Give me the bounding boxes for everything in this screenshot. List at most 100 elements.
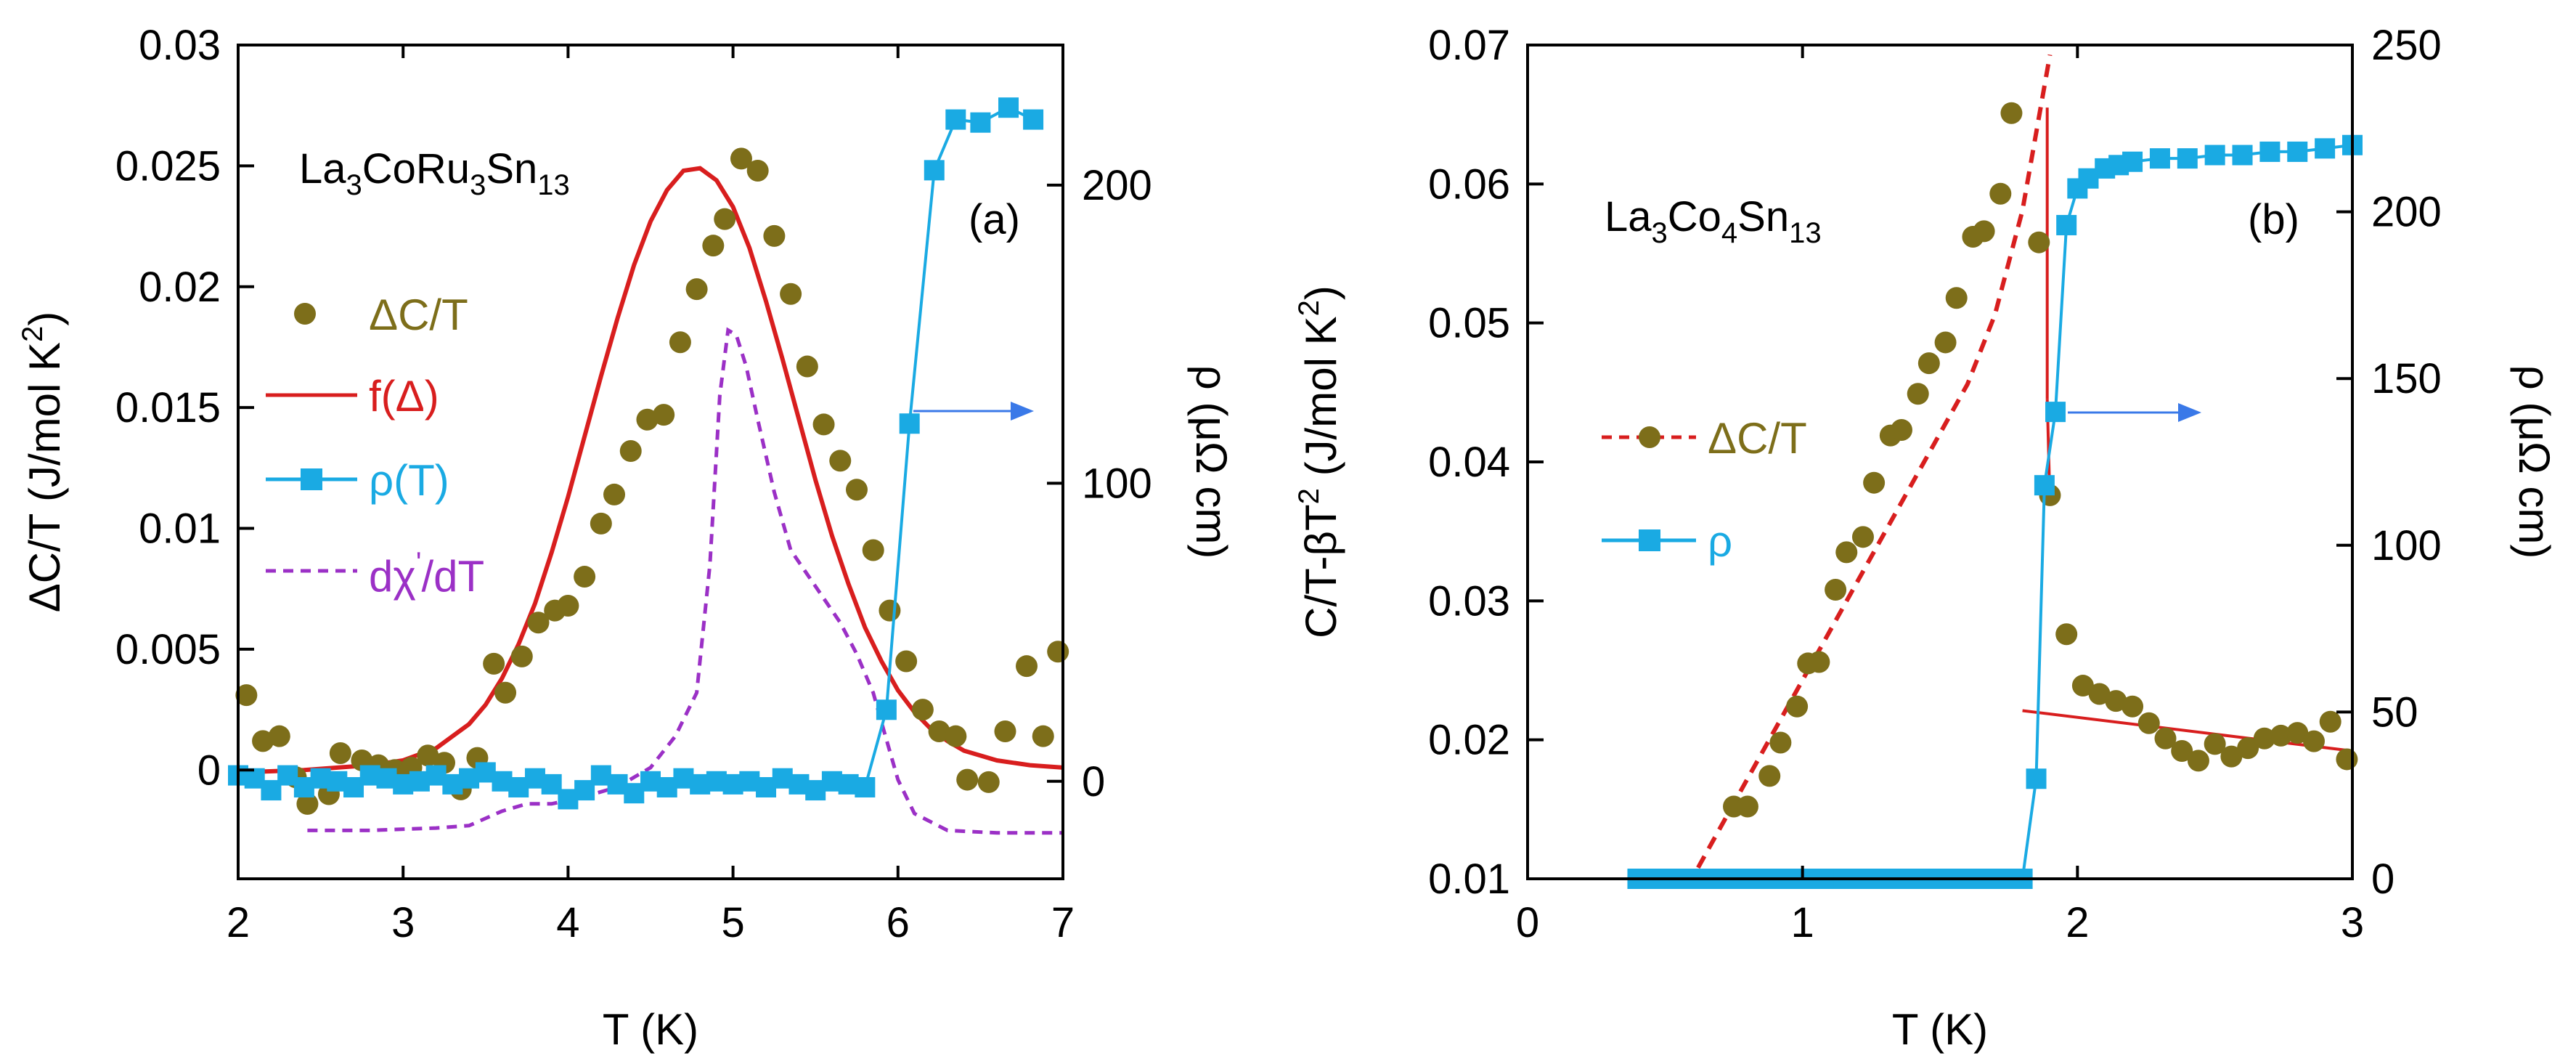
rho-point (2149, 148, 2170, 169)
panel-b-y-right-tick-label: 50 (2371, 689, 2418, 736)
panel-a-x-tick-label: 5 (721, 899, 744, 946)
deltaC-point (1934, 331, 1957, 354)
deltaC-point (2028, 231, 2050, 253)
rho-point (1023, 109, 1044, 130)
panel-a-right-axis-title: ρ (μΩ cm) (1187, 365, 1236, 559)
deltaC-point (928, 720, 950, 743)
deltaC-point (829, 450, 852, 472)
deltaC-point (714, 208, 736, 230)
deltaC-point (1758, 765, 1781, 787)
deltaC-point (2088, 683, 2111, 705)
deltaC-point (2105, 690, 2127, 712)
legend-b-rho-label: ρ (1708, 517, 1732, 566)
panel-a-left-axis-title: ΔC/T (J/mol K2) (17, 312, 69, 613)
rho-point (2034, 475, 2055, 496)
panel-b-sample-label: La3Co4Sn13 (1605, 193, 1822, 249)
rho-point (2177, 148, 2198, 169)
panel-b-x-tick-label: 0 (1516, 899, 1539, 946)
deltaC-point (1047, 641, 1069, 663)
deltaC-point (252, 730, 274, 752)
deltaC-point (763, 224, 786, 247)
deltaC-point (746, 160, 769, 182)
rho-point (2232, 145, 2253, 166)
panel-b-x-tick-label: 1 (1791, 899, 1814, 946)
deltaC-point (2055, 623, 2078, 646)
panel-b-legend: ΔC/T ρ (1602, 414, 1807, 566)
deltaC-point (1808, 651, 1830, 673)
deltaC-point (911, 699, 934, 721)
legend-b-deltaC-label: ΔC/T (1708, 414, 1807, 463)
rho-point (2056, 214, 2077, 235)
panel-b-y-right-tick-label: 100 (2371, 522, 2442, 569)
legend-rho-marker (301, 468, 322, 490)
panel-b-right-axis-title: ρ (μΩ cm) (2510, 365, 2559, 559)
deltaC-point (2154, 727, 2177, 750)
panel-b-y-right-tick-label: 0 (2371, 856, 2394, 903)
deltaC-point (1907, 383, 1929, 405)
deltaC-point (2319, 710, 2341, 733)
deltaC-point (1989, 182, 2012, 205)
rho-point (2287, 141, 2308, 162)
legend-b-rho-marker (1639, 529, 1660, 551)
legend-deltaC-marker (294, 303, 316, 325)
rho-point (2026, 768, 2047, 789)
panel-a-x-tick-label: 6 (886, 899, 910, 946)
deltaC-point (730, 147, 752, 170)
deltaC-point (590, 512, 612, 535)
panel-b-panel-label: (b) (2248, 196, 2299, 243)
deltaC-point (1973, 220, 1995, 243)
deltaC-point (812, 413, 835, 436)
deltaC-point (2187, 750, 2209, 772)
deltaC-point (619, 440, 642, 463)
panel-a-y-left-tick-label: 0.03 (139, 22, 221, 69)
panel-b-y-right-tick-label: 200 (2371, 189, 2442, 236)
panel-a-x-tick-label: 4 (556, 899, 579, 946)
deltaC-point (862, 539, 884, 561)
deltaC-point (636, 408, 659, 431)
deltaC-point (1769, 731, 1792, 754)
deltaC-point (879, 599, 901, 622)
panel-b-y-right-tick-label: 250 (2371, 22, 2442, 69)
rho-point (876, 699, 897, 720)
deltaC-point (653, 404, 675, 426)
deltaC-point (1786, 695, 1809, 718)
rho-point (945, 109, 966, 130)
deltaC-point (510, 645, 533, 667)
deltaC-point (2071, 675, 2094, 697)
panel-a-y-right-tick-label: 100 (1082, 460, 1152, 507)
deltaC-point (2237, 737, 2259, 760)
deltaC-point (483, 652, 505, 675)
deltaC-point (2121, 695, 2144, 718)
panel-a-sample-label: La3CoRu3Sn13 (299, 145, 570, 201)
panel-b-left-axis-title: C/T-βT2 (J/mol K2) (1293, 285, 1345, 638)
deltaC-point (2000, 102, 2023, 124)
deltaC-point (574, 566, 596, 588)
panel-a-y-left-tick-label: 0.025 (115, 142, 221, 190)
deltaC-point (1863, 471, 1886, 494)
panel-b-x-tick-label: 3 (2341, 899, 2364, 946)
panel-a-x-axis-title: T (K) (603, 1005, 698, 1054)
deltaC-point (1825, 579, 1847, 601)
deltaC-point (2204, 733, 2226, 755)
panel-a-x-tick-label: 3 (391, 899, 415, 946)
panel-b-y-left-tick-label: 0.01 (1428, 856, 1510, 903)
deltaC-point (977, 771, 1000, 793)
deltaC-point (1945, 287, 1968, 309)
panel-a-arrow (913, 402, 1034, 421)
panel-b-y-left-tick-label: 0.06 (1428, 161, 1510, 208)
rho-point (2045, 402, 2066, 423)
deltaC-point (945, 725, 967, 747)
f-delta-line (237, 166, 1064, 775)
panel-b-y-left-tick-label: 0.04 (1428, 439, 1510, 486)
legend-deltaC-label: ΔC/T (369, 291, 468, 339)
deltaC-point (527, 612, 550, 634)
legend-rho-label: ρ(T) (369, 456, 449, 505)
deltaC-point (994, 720, 1016, 743)
deltaC-point (557, 594, 579, 617)
rho-point (924, 160, 945, 181)
rho-point (855, 776, 876, 797)
deltaC-point (1890, 418, 1912, 441)
legend-dchi-label: dχ'/dT (369, 547, 484, 601)
deltaC-point (895, 650, 918, 673)
rho-point (2204, 145, 2225, 166)
